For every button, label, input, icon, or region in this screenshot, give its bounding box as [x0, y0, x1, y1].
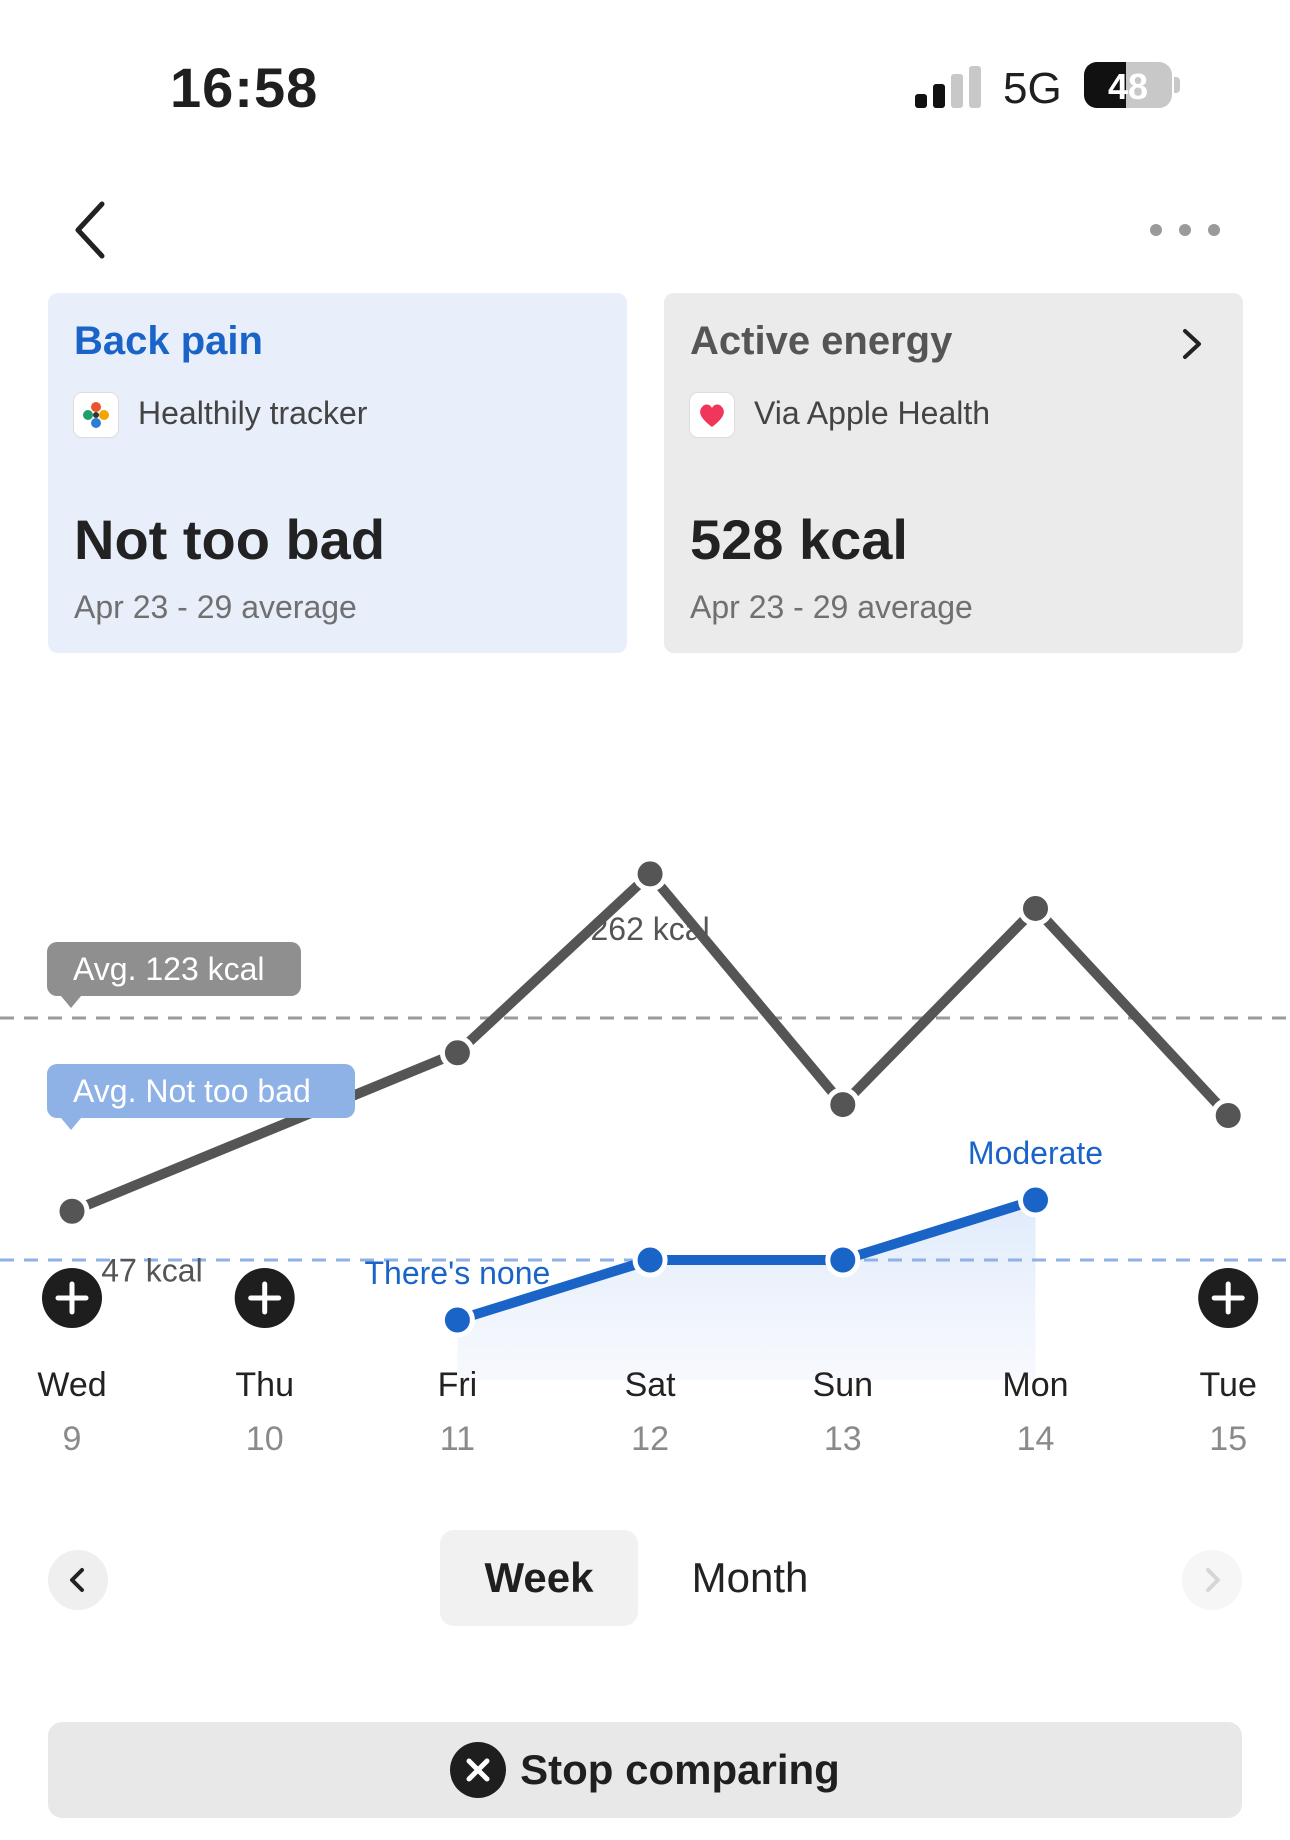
energy-point-label: 262 kcal [591, 911, 710, 947]
comparison-chart: 47 kcal 262 kcal There's none Moderate Avg. … [0, 856, 1290, 1458]
stop-comparing-button[interactable]: Stop comparing [48, 1722, 1242, 1818]
pain-average-label: Avg. Not too bad [73, 1073, 311, 1109]
day-date-label: 10 [246, 1420, 284, 1458]
network-type: 5G [1003, 64, 1062, 113]
day-date-label: 12 [631, 1420, 669, 1458]
pain-average-label-bg [47, 1064, 355, 1118]
chevron-left-icon [75, 201, 105, 259]
pain-point [825, 1242, 861, 1278]
pain-point-label: Moderate [968, 1135, 1103, 1171]
previous-week-button[interactable] [48, 1550, 108, 1610]
energy-point [1018, 890, 1053, 926]
day-date-label: 15 [1209, 1420, 1247, 1458]
energy-point [1210, 1098, 1246, 1134]
day-date-label: 13 [824, 1420, 862, 1458]
energy-point [632, 856, 668, 892]
pain-point-label: There's none [365, 1255, 551, 1291]
energy-average-label-pointer [61, 996, 81, 1008]
pain-line [452, 1195, 1041, 1325]
chevron-left-icon [70, 1568, 84, 1592]
back-button[interactable] [68, 198, 116, 262]
energy-line [67, 868, 1234, 1217]
next-week-button[interactable] [1182, 1550, 1242, 1610]
day-name-label: Thu [235, 1366, 294, 1404]
battery-icon: 48 [1084, 62, 1172, 108]
battery-percent: 48 [1107, 66, 1149, 107]
signal-icon [915, 66, 985, 108]
plus-icon [55, 1281, 89, 1315]
energy-point [439, 1035, 475, 1071]
add-entry-button[interactable] [42, 1268, 102, 1328]
card-period: Apr 23 - 29 average [690, 589, 973, 625]
day-name-label: Mon [1002, 1366, 1068, 1404]
day-name-label: Fri [438, 1366, 478, 1404]
energy-point-label: 47 kcal [101, 1252, 202, 1288]
plus-icon [1211, 1281, 1245, 1315]
pain-point [632, 1242, 668, 1278]
pain-point [1018, 1182, 1053, 1218]
active-energy-card[interactable]: Active energy Via Apple Health 528 kcal … [664, 293, 1243, 653]
energy-average-label: Avg. 123 kcal [73, 951, 265, 987]
more-options-button[interactable] [1150, 220, 1220, 240]
pain-average-label-pointer [61, 1118, 81, 1130]
day-name-label: Wed [37, 1366, 106, 1404]
chevron-right-icon [1206, 1568, 1220, 1592]
chevron-right-icon [1183, 329, 1201, 359]
card-source: Via Apple Health [754, 395, 991, 431]
card-source: Healthily tracker [138, 395, 368, 431]
day-name-label: Sat [625, 1366, 677, 1404]
apple-health-icon [690, 393, 734, 437]
status-time: 16:58 [170, 56, 319, 119]
day-date-label: 9 [63, 1420, 82, 1458]
day-date-label: 11 [440, 1420, 475, 1458]
healthily-logo-icon [74, 393, 118, 437]
card-value: Not too bad [74, 508, 386, 571]
day-name-label: Sun [813, 1366, 874, 1404]
day-name-label: Tue [1200, 1366, 1257, 1404]
card-title: Back pain [74, 319, 263, 363]
card-title: Active energy [690, 319, 953, 363]
battery-level [1084, 62, 1127, 108]
card-period: Apr 23 - 29 average [74, 589, 357, 625]
tab-month[interactable]: Month [691, 1554, 809, 1601]
day-date-label: 14 [1017, 1420, 1055, 1458]
pain-area [457, 1200, 1036, 1380]
back-pain-card[interactable]: Back pain Healthily tracker Not too bad … [48, 293, 627, 653]
energy-average-label-bg [47, 942, 301, 996]
close-icon [450, 1742, 507, 1798]
tab-week[interactable]: Week [440, 1530, 638, 1626]
plus-icon [248, 1281, 282, 1315]
stop-comparing-label: Stop comparing [520, 1746, 840, 1793]
energy-point [54, 1193, 90, 1229]
battery-tip [1174, 77, 1180, 93]
energy-point [825, 1087, 861, 1123]
add-entry-button[interactable] [234, 1268, 295, 1328]
add-entry-button[interactable] [1198, 1268, 1259, 1328]
card-value: 528 kcal [690, 508, 908, 571]
pain-point [439, 1302, 475, 1338]
